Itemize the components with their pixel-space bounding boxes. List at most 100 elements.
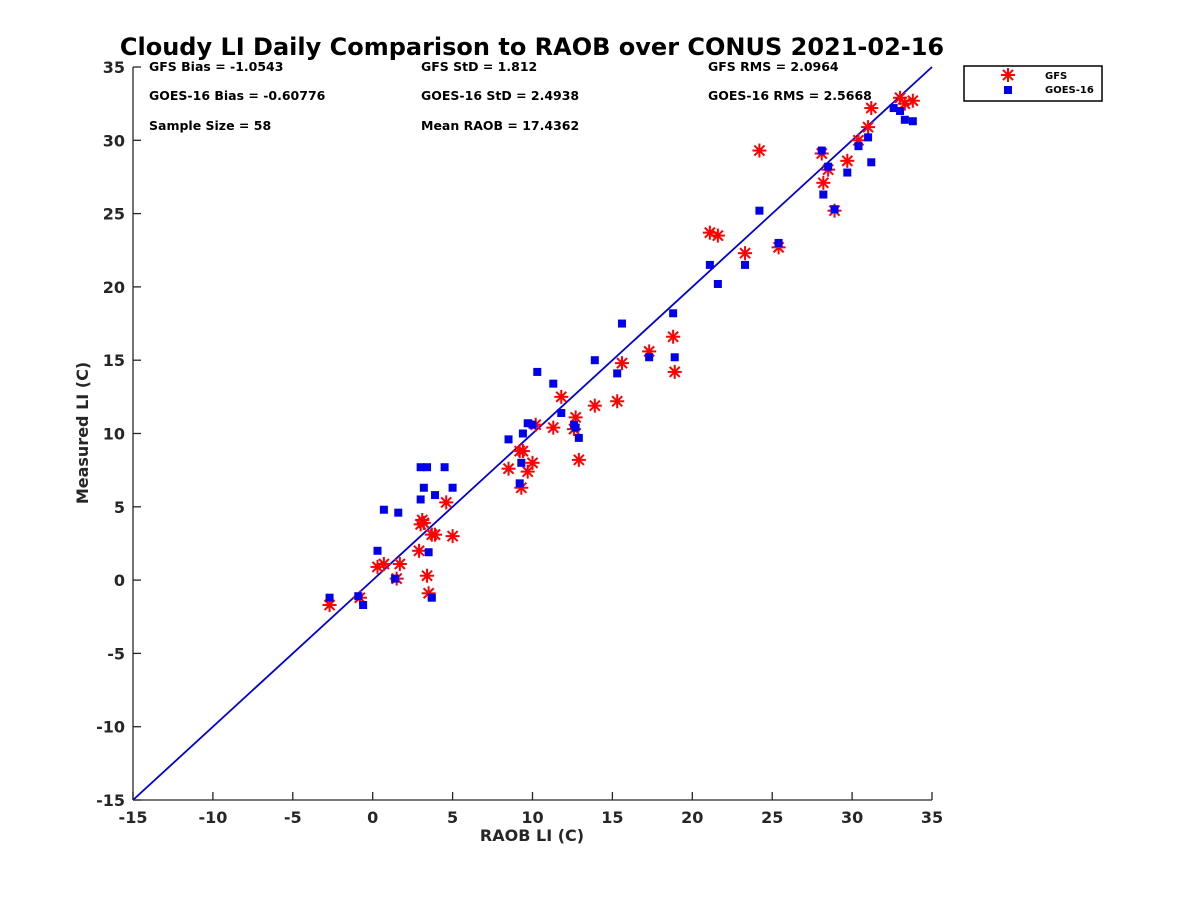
point-gfs-37: [752, 143, 767, 158]
point-goes-16-28: [590, 356, 599, 365]
point-gfs-36: [738, 246, 753, 261]
point-gfs-29: [610, 394, 625, 409]
point-gfs-27: [571, 452, 586, 467]
y-tick-label: 10: [103, 425, 125, 444]
stats-annotations: GFS Bias = -1.0543 GFS StD = 1.812 GFS R…: [149, 59, 872, 133]
stat-gfs-bias: GFS Bias = -1.0543: [149, 59, 283, 74]
point-gfs-33: [667, 364, 682, 379]
point-goes-16-2: [359, 601, 368, 610]
point-gfs-16: [501, 461, 516, 476]
point-goes-16-26: [571, 423, 580, 432]
point-goes-16-42: [830, 205, 839, 214]
point-goes-16-30: [617, 319, 626, 328]
point-goes-16-3: [373, 546, 382, 555]
point-goes-16-1: [354, 592, 363, 601]
legend-asterisk: [1001, 68, 1015, 82]
point-gfs-10: [420, 568, 435, 583]
point-goes-16-41: [824, 162, 833, 171]
point-gfs-35: [710, 228, 725, 243]
stat-sample-size: Sample Size = 58: [149, 118, 271, 133]
legend-box: [963, 65, 1103, 102]
point-goes-16-17: [515, 479, 524, 488]
point-goes-16-0: [325, 593, 334, 602]
point-goes-16-14: [440, 463, 449, 472]
y-axis-label: Measured LI (C): [73, 362, 92, 504]
point-goes-16-39: [817, 146, 826, 155]
legend: GFS GOES-16: [963, 65, 1103, 102]
y-tick-label: 20: [103, 278, 125, 297]
point-gfs-28: [587, 398, 602, 413]
reference-line: [132, 66, 933, 801]
point-goes-16-7: [416, 495, 425, 504]
point-goes-16-24: [557, 408, 566, 417]
point-goes-16-5: [391, 574, 400, 583]
point-goes-16-4: [379, 505, 388, 514]
x-axis-ticks: -15 -10 -5 0 5 10 15 20 25 30 35: [119, 792, 943, 827]
chart-title: Cloudy LI Daily Comparison to RAOB over …: [120, 33, 944, 61]
point-gfs-43: [840, 153, 855, 168]
x-tick-label: 0: [367, 808, 378, 827]
y-tick-label: 25: [103, 205, 125, 224]
point-goes-16-22: [533, 367, 542, 376]
point-gfs-23: [546, 420, 561, 435]
point-gfs-40: [816, 175, 831, 190]
point-goes-16-31: [645, 353, 654, 362]
point-goes-16-44: [854, 142, 863, 151]
point-goes-16-45: [864, 133, 873, 142]
x-tick-label: -5: [284, 808, 302, 827]
legend-label-goes-16: GOES-16: [1045, 85, 1094, 96]
point-goes-16-47: [889, 104, 898, 113]
point-gfs-13: [428, 527, 443, 542]
point-goes-16-33: [670, 353, 679, 362]
x-tick-label: 20: [681, 808, 703, 827]
point-gfs-46: [864, 101, 879, 116]
point-goes-16-19: [518, 429, 527, 438]
point-goes-16-11: [424, 548, 433, 557]
y-tick-label: 15: [103, 351, 125, 370]
x-tick-label: -10: [198, 808, 227, 827]
x-tick-label: 5: [447, 808, 458, 827]
point-goes-16-48: [896, 106, 905, 115]
point-goes-16-13: [431, 491, 440, 500]
point-gfs-5: [392, 556, 407, 571]
stat-gfs-rms: GFS RMS = 2.0964: [708, 59, 839, 74]
legend-marker-goes-16: [1004, 86, 1012, 94]
point-goes-16-38: [774, 238, 783, 247]
y-tick-label: 0: [114, 571, 125, 590]
point-goes-16-36: [741, 260, 750, 269]
chart-marks: [132, 66, 933, 801]
point-gfs-14: [439, 495, 454, 510]
point-gfs-9: [416, 515, 431, 530]
stat-gfs-std: GFS StD = 1.812: [421, 59, 537, 74]
y-tick-label: -10: [96, 718, 125, 737]
point-gfs-21: [525, 455, 540, 470]
point-goes-16-43: [843, 168, 852, 177]
point-goes-16-16: [504, 435, 513, 444]
y-tick-label: 35: [103, 58, 125, 77]
stat-goes-bias: GOES-16 Bias = -0.60776: [149, 88, 326, 103]
x-tick-label: 25: [761, 808, 783, 827]
point-goes-16-35: [713, 279, 722, 288]
series-goes-16: [325, 104, 917, 610]
x-tick-label: 35: [921, 808, 943, 827]
point-goes-16-8: [416, 463, 425, 472]
y-tick-label: 30: [103, 131, 125, 150]
legend-square: [1004, 86, 1012, 94]
y-tick-label: 5: [114, 498, 125, 517]
point-goes-16-6: [394, 508, 403, 517]
point-gfs-32: [666, 329, 681, 344]
stat-mean-raob: Mean RAOB = 17.4362: [421, 118, 579, 133]
x-tick-label: 30: [841, 808, 863, 827]
point-goes-16-37: [755, 206, 764, 215]
legend-marker-gfs: [1001, 68, 1015, 82]
point-gfs-6: [412, 543, 427, 558]
point-goes-16-32: [669, 309, 678, 318]
point-goes-16-34: [705, 260, 714, 269]
legend-label-gfs: GFS: [1045, 71, 1067, 82]
x-tick-label: -15: [119, 808, 148, 827]
stat-goes-std: GOES-16 StD = 2.4938: [421, 88, 579, 103]
x-tick-label: 15: [601, 808, 623, 827]
point-goes-16-50: [908, 117, 917, 126]
point-gfs-3: [376, 556, 391, 571]
